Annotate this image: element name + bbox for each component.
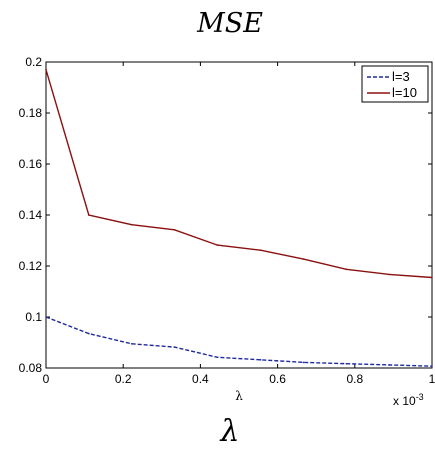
data-point [173, 228, 176, 231]
x-tick-label: 1 [429, 372, 435, 386]
data-point [88, 332, 90, 335]
chart-title: MSE [196, 8, 263, 39]
data-point [431, 276, 433, 279]
data-point [431, 365, 433, 368]
series-line-l3 [45, 316, 433, 367]
series-line-l10 [45, 69, 433, 279]
data-point [388, 273, 390, 276]
data-point [345, 362, 348, 365]
y-tick-label: 0.14 [19, 208, 43, 222]
axes-box [45, 61, 433, 369]
x-tick-label: 0.4 [192, 372, 209, 386]
x-tick-label: 0.2 [115, 372, 132, 386]
x-axis-multiplier: x 10-3 [393, 392, 424, 408]
data-point [216, 244, 219, 246]
data-point [388, 364, 390, 366]
x-tick-label: 0.6 [269, 372, 286, 386]
y-tick-label: 0.16 [19, 157, 43, 171]
data-point [45, 68, 47, 71]
data-point [173, 346, 176, 348]
data-point [302, 361, 305, 364]
x-tick-label: 0.8 [346, 372, 363, 386]
y-tick-label: 0.08 [19, 361, 43, 375]
data-point [88, 214, 90, 216]
y-tick-label: 0.1 [25, 310, 42, 324]
data-point [130, 223, 133, 226]
data-point [345, 268, 348, 271]
data-point [130, 342, 133, 345]
y-tick-label: 0.18 [19, 106, 43, 120]
legend-label: l=10 [392, 85, 417, 100]
x-axis-label: λ [235, 389, 243, 403]
plot-area: 0 0.2 0.4 0.6 0.8 1 0.08 0.1 0.12 0.14 0.16 0.18 0.2… [19, 55, 435, 386]
data-point [259, 249, 262, 251]
legend-label: l=3 [392, 69, 410, 84]
data-point [45, 316, 47, 318]
data-point [259, 359, 262, 361]
data-point [216, 356, 219, 359]
x-axis-large-label: λ [219, 414, 239, 449]
x-tick-label: 0 [43, 372, 50, 386]
legend-box [361, 65, 429, 103]
data-point [302, 258, 305, 260]
y-tick-label: 0.12 [19, 259, 43, 273]
y-tick-label: 0.2 [25, 55, 42, 69]
